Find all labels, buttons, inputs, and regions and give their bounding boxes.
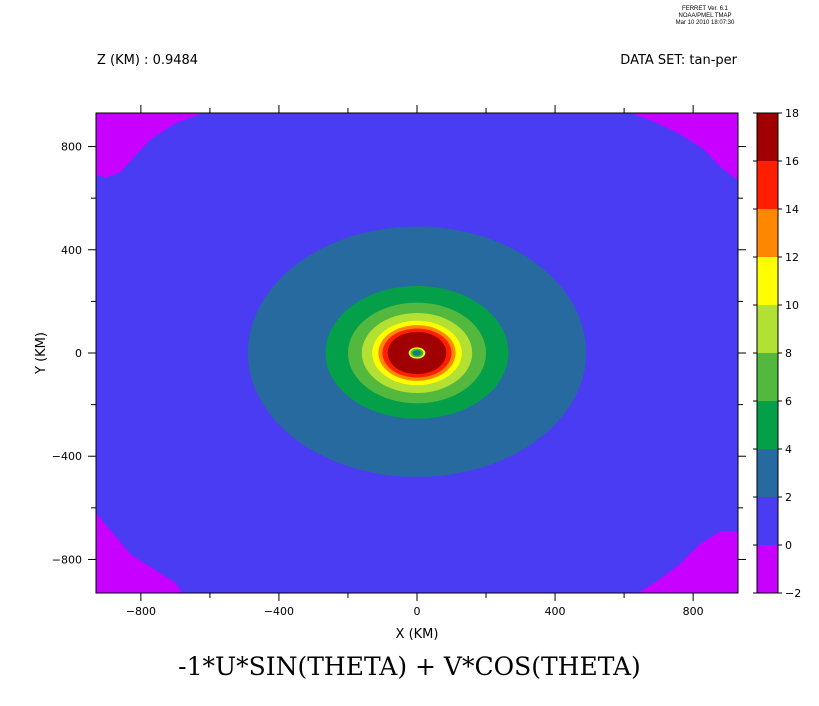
- colorbar-label: 6: [785, 395, 792, 408]
- x-tick-label: 400: [545, 605, 566, 618]
- colorbar-swatch-6-to-8: [757, 353, 778, 401]
- y-tick-label: −400: [52, 450, 82, 463]
- colorbar-label: 18: [785, 107, 799, 120]
- axes: −800 −400 0 400 800 −800 −400 0 400 800: [52, 105, 746, 618]
- colorbar-swatch-0-to-2: [757, 497, 778, 545]
- stamp-line-1: FERRET Ver. 6.1: [682, 6, 728, 12]
- colorbar-label: 0: [785, 539, 792, 552]
- y-tick-label: −800: [52, 553, 82, 566]
- colorbar-swatch-12-to-14: [757, 209, 778, 257]
- colorbar-swatch-16-to-18: [757, 113, 778, 161]
- contour-field: [96, 113, 738, 593]
- stamp-line-2: NOAA/PMEL TMAP: [678, 13, 732, 19]
- y-tick-label: 0: [75, 347, 82, 360]
- colorbar-label: 4: [785, 443, 792, 456]
- colorbar-swatch-2-to-4: [757, 449, 778, 497]
- corner-bottom-left: [96, 513, 183, 593]
- colorbar-label: 2: [785, 491, 792, 504]
- x-tick-label: 0: [414, 605, 421, 618]
- colorbar-swatch-8-to-10: [757, 305, 778, 353]
- colorbar: −2 0 2 4 6 8 10 12 14 16 18: [753, 107, 801, 600]
- colorbar-label: 16: [785, 155, 799, 168]
- dataset-label: DATA SET: tan-per: [620, 53, 737, 68]
- x-tick-label: 800: [683, 605, 704, 618]
- y-tick-label: 800: [61, 141, 82, 154]
- corner-bottom-right: [637, 531, 738, 593]
- colorbar-swatch--2-to-0: [757, 545, 778, 593]
- chart-title: -1*U*SIN(THETA) + V*COS(THETA): [178, 652, 641, 681]
- colorbar-swatch-10-to-12: [757, 257, 778, 305]
- colorbar-swatch-14-to-16: [757, 161, 778, 209]
- colorbar-label: 8: [785, 347, 792, 360]
- x-tick-label: −800: [126, 605, 156, 618]
- eye-ring-3: [414, 351, 420, 355]
- ferret-stamp: FERRET Ver. 6.1 NOAA/PMEL TMAP Mar 10 20…: [640, 6, 770, 27]
- stamp-line-3: Mar 10 2010 18:07:30: [675, 20, 735, 26]
- corner-top-left: [96, 113, 203, 178]
- colorbar-label: 10: [785, 299, 799, 312]
- x-tick-label: −400: [264, 605, 294, 618]
- y-axis-label: Y (KM): [34, 332, 49, 375]
- z-level-label: Z (KM) : 0.9484: [97, 53, 199, 68]
- colorbar-label: −2: [785, 587, 801, 600]
- colorbar-label: 12: [785, 251, 799, 264]
- colorbar-label: 14: [785, 203, 799, 216]
- corner-top-right: [631, 113, 738, 181]
- colorbar-swatch-4-to-6: [757, 401, 778, 449]
- x-axis-label: X (KM): [396, 627, 439, 642]
- y-tick-label: 400: [61, 244, 82, 257]
